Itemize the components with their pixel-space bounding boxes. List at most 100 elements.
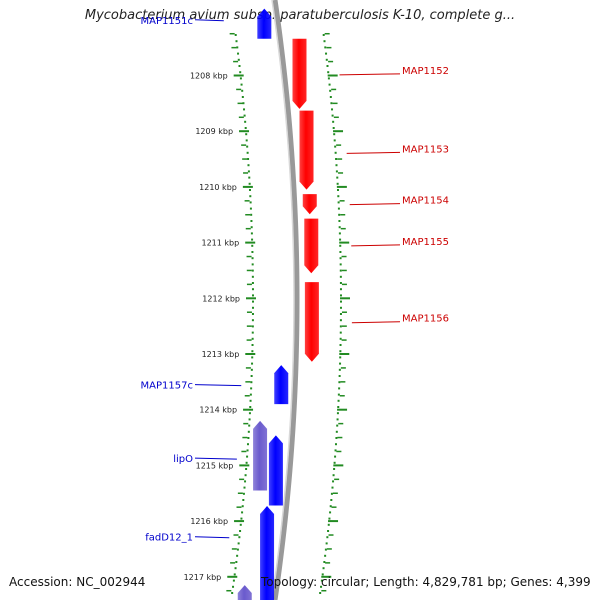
gene-lipO[interactable] <box>268 435 283 506</box>
ruler-dot <box>327 523 330 526</box>
ruler-dot <box>251 263 254 266</box>
gene-label-MAP1151c[interactable]: MAP1151c <box>141 16 193 27</box>
gene-feature-10[interactable] <box>237 585 252 600</box>
ruler-dot <box>339 238 342 241</box>
ruler-dot <box>244 474 247 477</box>
tick-label: 1216 kbp <box>190 517 228 526</box>
ruler-dot <box>245 139 248 142</box>
ruler-dot <box>240 83 243 86</box>
ruler-dot <box>249 399 252 402</box>
ruler-dot <box>339 319 342 322</box>
ruler-dot <box>239 77 242 80</box>
gene-MAP1151c[interactable] <box>257 8 272 39</box>
ruler-dot <box>233 573 236 576</box>
ruler-dot <box>250 375 253 377</box>
ruler-dot <box>242 102 245 105</box>
ruler-dot <box>332 127 335 129</box>
ruler-dot <box>251 257 254 260</box>
ruler-dot <box>250 220 253 222</box>
ruler-dot <box>251 344 254 346</box>
gene-MAP1157c[interactable] <box>274 365 289 405</box>
ruler-dot <box>249 195 252 198</box>
ruler-dot <box>322 567 325 570</box>
ruler-dot <box>334 449 337 452</box>
ruler-dot <box>326 65 329 67</box>
ruler-dot <box>338 368 341 371</box>
label-leader-MAP1154 <box>349 203 401 206</box>
label-leader-MAP1155 <box>351 244 401 247</box>
ruler-dot <box>337 207 340 210</box>
gene-label-MAP1152[interactable]: MAP1152 <box>402 66 449 77</box>
ruler-dot <box>251 350 254 353</box>
gene-MAP1152[interactable] <box>292 38 307 109</box>
ruler-dot <box>244 120 247 123</box>
ruler-dot <box>339 288 342 291</box>
ruler-dot <box>333 461 336 464</box>
gene-feature-8[interactable] <box>253 420 268 491</box>
ruler-dot <box>339 306 342 309</box>
gene-MAP1153[interactable] <box>299 110 314 190</box>
tick-label: 1210 kbp <box>199 183 237 192</box>
gene-MAP1155[interactable] <box>304 218 319 274</box>
ruler-dot <box>334 455 337 458</box>
ruler-dot <box>324 554 327 557</box>
ruler-dot <box>251 275 254 278</box>
gene-MAP1156[interactable] <box>304 282 319 362</box>
ruler-dot <box>246 455 249 458</box>
ruler-dot <box>333 133 336 136</box>
label-leader-MAP1152 <box>339 73 401 76</box>
ruler-dot <box>337 399 340 402</box>
ruler-dot <box>339 257 342 260</box>
ruler-dot <box>237 52 240 55</box>
label-leader-MAP1156 <box>351 321 401 324</box>
ruler-dot <box>247 164 250 167</box>
ruler-dot <box>239 530 242 532</box>
ruler-dot <box>339 337 342 340</box>
ruler-dot <box>335 437 338 439</box>
tick-label: 1209 kbp <box>195 127 233 136</box>
ruler-dot <box>329 505 332 508</box>
ruler-dot <box>237 542 240 545</box>
label-leader-MAP1151c <box>194 19 224 22</box>
gene-label-fadD12_1[interactable]: fadD12_1 <box>145 533 193 544</box>
gene-label-lipO[interactable]: lipO <box>173 454 193 465</box>
ruler-dot <box>339 356 342 359</box>
ruler-dot <box>324 548 327 551</box>
ruler-dot <box>235 40 238 43</box>
ruler-dot <box>243 486 246 489</box>
ruler-dot <box>241 89 244 92</box>
accession-text: Accession: NC_002944 <box>9 575 146 589</box>
ruler-dot <box>334 151 337 154</box>
ruler-dot <box>335 158 338 160</box>
ruler-dot <box>241 505 244 508</box>
ruler-dot <box>328 83 331 86</box>
ruler-dot <box>236 548 239 551</box>
ruler-dot <box>328 517 331 520</box>
ruler-dot <box>329 96 332 98</box>
ruler-dot <box>339 269 342 272</box>
ruler-dot <box>332 474 335 477</box>
gene-fadD12_1[interactable] <box>260 506 275 600</box>
ruler-dot <box>339 300 342 303</box>
gene-label-MAP1155[interactable]: MAP1155 <box>402 237 449 248</box>
ruler-dot <box>234 34 237 36</box>
ruler-dot <box>334 443 337 446</box>
gene-label-MAP1156[interactable]: MAP1156 <box>402 314 449 325</box>
ruler-dot <box>246 145 249 148</box>
ruler-dot <box>339 282 342 284</box>
ruler-dot <box>333 468 336 470</box>
gene-label-MAP1153[interactable]: MAP1153 <box>402 144 449 155</box>
gene-MAP1154[interactable] <box>302 194 317 215</box>
ruler-dot <box>250 381 253 384</box>
gene-label-MAP1154[interactable]: MAP1154 <box>402 196 449 207</box>
ruler-dot <box>245 468 248 470</box>
ruler-dot <box>251 356 254 359</box>
ruler-dot <box>249 393 252 396</box>
ruler-dot <box>251 238 254 241</box>
gene-label-MAP1157c[interactable]: MAP1157c <box>141 381 193 392</box>
ruler-dot <box>246 449 249 452</box>
ruler-dot <box>330 102 333 105</box>
ruler-dot <box>249 201 252 204</box>
ruler-dot <box>237 58 240 61</box>
